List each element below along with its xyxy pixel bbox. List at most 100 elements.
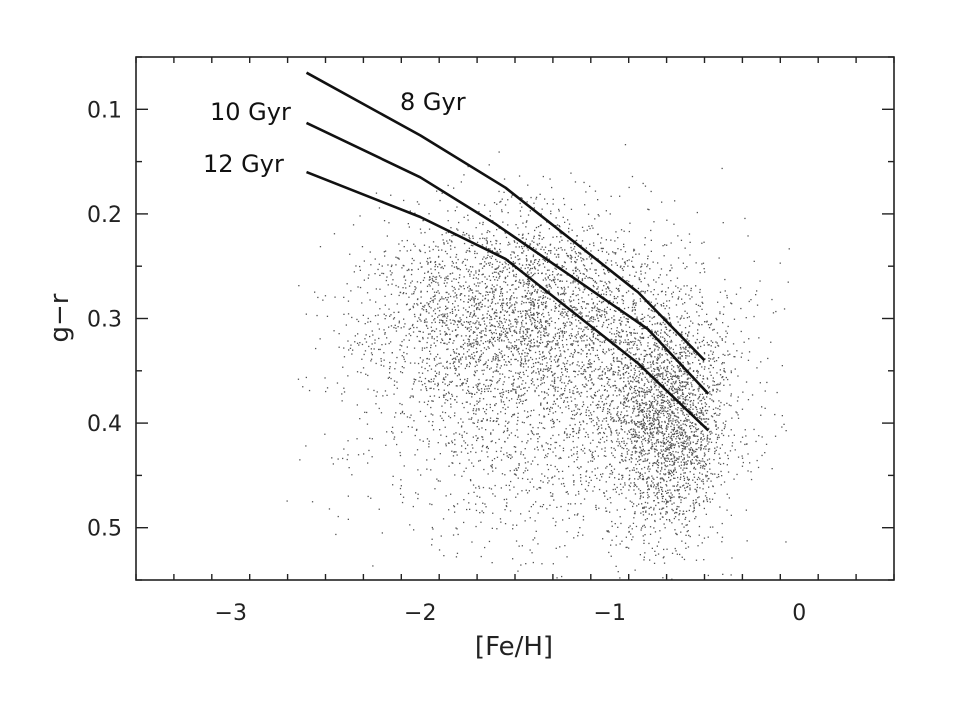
scatter-point — [591, 370, 593, 373]
scatter-point — [654, 305, 656, 307]
scatter-point — [577, 268, 579, 270]
scatter-point — [426, 290, 428, 293]
scatter-point — [564, 288, 566, 290]
scatter-point — [489, 406, 491, 409]
scatter-point — [404, 323, 406, 325]
scatter-point — [646, 415, 648, 417]
scatter-point — [464, 264, 467, 266]
scatter-point — [532, 362, 535, 365]
scatter-point — [455, 262, 457, 264]
scatter-point — [704, 358, 706, 360]
scatter-point — [526, 355, 528, 357]
scatter-point — [710, 441, 713, 443]
scatter-point — [548, 333, 550, 335]
scatter-point — [365, 341, 368, 343]
scatter-point — [379, 288, 381, 290]
scatter-point — [406, 353, 408, 355]
scatter-point — [673, 424, 675, 426]
scatter-point — [445, 376, 447, 378]
scatter-point — [530, 324, 533, 326]
scatter-point — [503, 318, 505, 320]
scatter-point — [626, 546, 628, 548]
scatter-point — [648, 410, 650, 412]
scatter-point — [718, 400, 720, 402]
scatter-point — [719, 374, 722, 376]
scatter-point — [548, 448, 550, 450]
scatter-point — [375, 362, 377, 365]
scatter-point — [578, 327, 580, 330]
scatter-point — [428, 228, 431, 230]
scatter-point — [583, 289, 585, 291]
scatter-point — [676, 365, 679, 367]
scatter-point — [451, 440, 453, 442]
scatter-point — [683, 447, 685, 449]
scatter-point — [383, 365, 385, 367]
scatter-point — [716, 532, 719, 534]
scatter-point — [509, 489, 511, 491]
scatter-point — [700, 444, 702, 447]
scatter-point — [546, 256, 548, 258]
scatter-point — [701, 473, 703, 475]
scatter-point — [591, 257, 593, 259]
scatter-point — [659, 352, 661, 355]
scatter-point — [654, 386, 656, 388]
scatter-point — [447, 210, 449, 212]
scatter-point — [383, 329, 385, 331]
scatter-point — [489, 340, 492, 343]
scatter-point — [575, 267, 577, 270]
scatter-point — [420, 296, 422, 298]
scatter-point — [578, 302, 580, 304]
scatter-point — [650, 389, 652, 391]
scatter-point — [613, 319, 615, 321]
scatter-point — [685, 417, 687, 419]
scatter-point — [653, 368, 655, 370]
scatter-point — [600, 397, 602, 399]
scatter-point — [471, 289, 473, 291]
scatter-point — [447, 184, 449, 187]
scatter-point — [785, 430, 787, 432]
scatter-point — [538, 342, 541, 344]
scatter-point — [389, 361, 391, 364]
scatter-point — [577, 456, 579, 458]
scatter-point — [475, 347, 478, 350]
scatter-point — [709, 498, 711, 500]
scatter-point — [422, 359, 424, 361]
scatter-point — [606, 259, 609, 261]
scatter-point — [581, 307, 583, 310]
scatter-point — [653, 509, 655, 511]
scatter-point — [709, 398, 711, 400]
scatter-point — [699, 374, 701, 376]
scatter-point — [761, 454, 763, 457]
scatter-point — [658, 425, 661, 427]
scatter-point — [545, 327, 547, 329]
scatter-point — [495, 276, 498, 278]
scatter-point — [690, 289, 692, 292]
scatter-point — [577, 283, 579, 285]
scatter-point — [737, 456, 740, 458]
scatter-point — [447, 315, 449, 317]
scatter-point — [558, 355, 561, 357]
scatter-point — [688, 419, 690, 421]
scatter-point — [566, 314, 568, 316]
scatter-point — [541, 238, 543, 240]
scatter-point — [671, 387, 673, 389]
scatter-point — [530, 342, 532, 344]
scatter-point — [505, 484, 507, 486]
scatter-point — [540, 301, 543, 304]
scatter-point — [454, 367, 457, 369]
scatter-point — [570, 208, 573, 210]
scatter-point — [560, 233, 562, 235]
scatter-point — [463, 288, 465, 290]
scatter-point — [427, 327, 429, 329]
scatter-point — [541, 325, 543, 327]
scatter-point — [626, 442, 628, 445]
scatter-point — [646, 481, 648, 483]
scatter-point — [574, 181, 577, 183]
scatter-point — [519, 210, 521, 212]
scatter-point — [450, 354, 452, 356]
scatter-point — [543, 355, 545, 357]
scatter-point — [517, 321, 519, 323]
scatter-point — [519, 202, 521, 205]
scatter-point — [700, 419, 703, 421]
scatter-point — [721, 376, 723, 379]
